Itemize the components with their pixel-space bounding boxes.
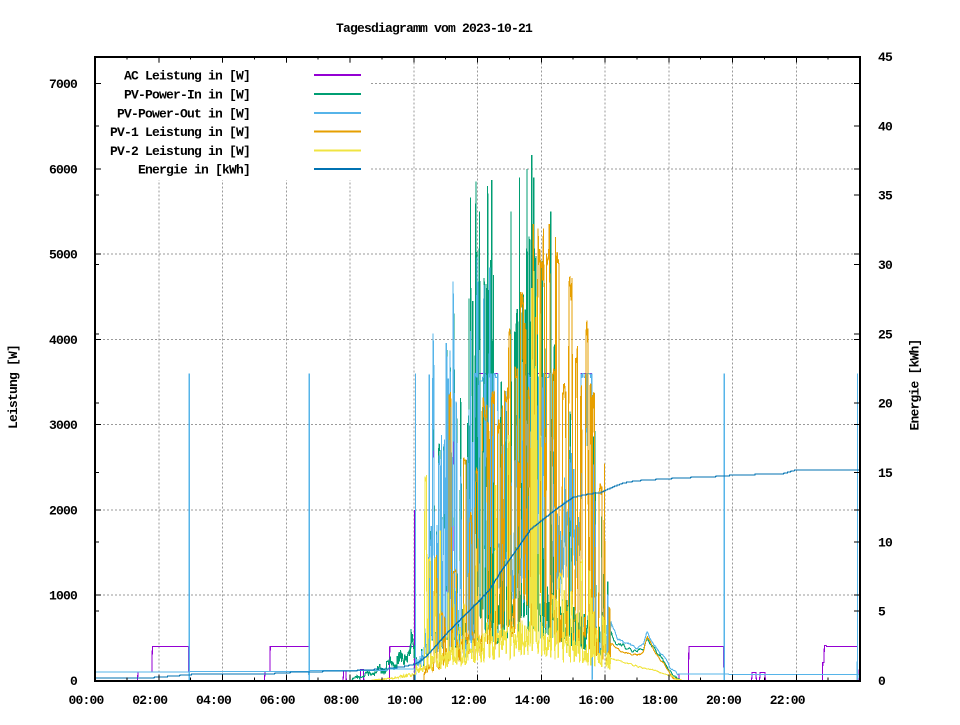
svg-text:Energie in [kWh]: Energie in [kWh] bbox=[138, 163, 250, 178]
svg-text:15: 15 bbox=[878, 466, 893, 481]
svg-text:25: 25 bbox=[878, 327, 893, 342]
svg-text:6000: 6000 bbox=[49, 162, 78, 177]
svg-text:20:00: 20:00 bbox=[706, 693, 742, 708]
svg-text:30: 30 bbox=[878, 258, 893, 273]
svg-text:04:00: 04:00 bbox=[196, 693, 232, 708]
svg-text:16:00: 16:00 bbox=[578, 693, 614, 708]
svg-text:22:00: 22:00 bbox=[770, 693, 806, 708]
svg-text:Leistung [W]: Leistung [W] bbox=[6, 345, 21, 429]
svg-text:PV-2 Leistung in [W]: PV-2 Leistung in [W] bbox=[110, 144, 250, 159]
svg-text:Energie [kWh]: Energie [kWh] bbox=[908, 339, 923, 430]
svg-text:06:00: 06:00 bbox=[260, 693, 296, 708]
svg-text:12:00: 12:00 bbox=[451, 693, 487, 708]
svg-text:2000: 2000 bbox=[49, 503, 78, 518]
svg-text:0: 0 bbox=[70, 674, 78, 689]
svg-text:3000: 3000 bbox=[49, 418, 78, 433]
svg-text:7000: 7000 bbox=[49, 77, 78, 92]
svg-text:45: 45 bbox=[878, 50, 893, 65]
svg-text:AC Leistung in [W]: AC Leistung in [W] bbox=[124, 69, 250, 84]
svg-text:PV-Power-Out in [W]: PV-Power-Out in [W] bbox=[117, 107, 250, 122]
svg-text:08:00: 08:00 bbox=[323, 693, 359, 708]
svg-text:02:00: 02:00 bbox=[132, 693, 168, 708]
svg-text:20: 20 bbox=[878, 397, 893, 412]
svg-text:5: 5 bbox=[878, 605, 886, 620]
svg-text:4000: 4000 bbox=[49, 333, 78, 348]
svg-text:35: 35 bbox=[878, 189, 893, 204]
svg-text:5000: 5000 bbox=[49, 248, 78, 263]
svg-text:00:00: 00:00 bbox=[68, 693, 104, 708]
svg-text:18:00: 18:00 bbox=[642, 693, 678, 708]
svg-text:PV-Power-In in [W]: PV-Power-In in [W] bbox=[124, 88, 250, 103]
svg-text:PV-1 Leistung in [W]: PV-1 Leistung in [W] bbox=[110, 125, 250, 140]
svg-text:0: 0 bbox=[878, 674, 886, 689]
svg-text:40: 40 bbox=[878, 119, 893, 134]
svg-text:14:00: 14:00 bbox=[515, 693, 551, 708]
svg-text:10:00: 10:00 bbox=[387, 693, 423, 708]
svg-text:10: 10 bbox=[878, 535, 893, 550]
svg-text:1000: 1000 bbox=[49, 589, 78, 604]
svg-text:Tagesdiagramm vom 2023-10-21: Tagesdiagramm vom 2023-10-21 bbox=[336, 21, 533, 36]
